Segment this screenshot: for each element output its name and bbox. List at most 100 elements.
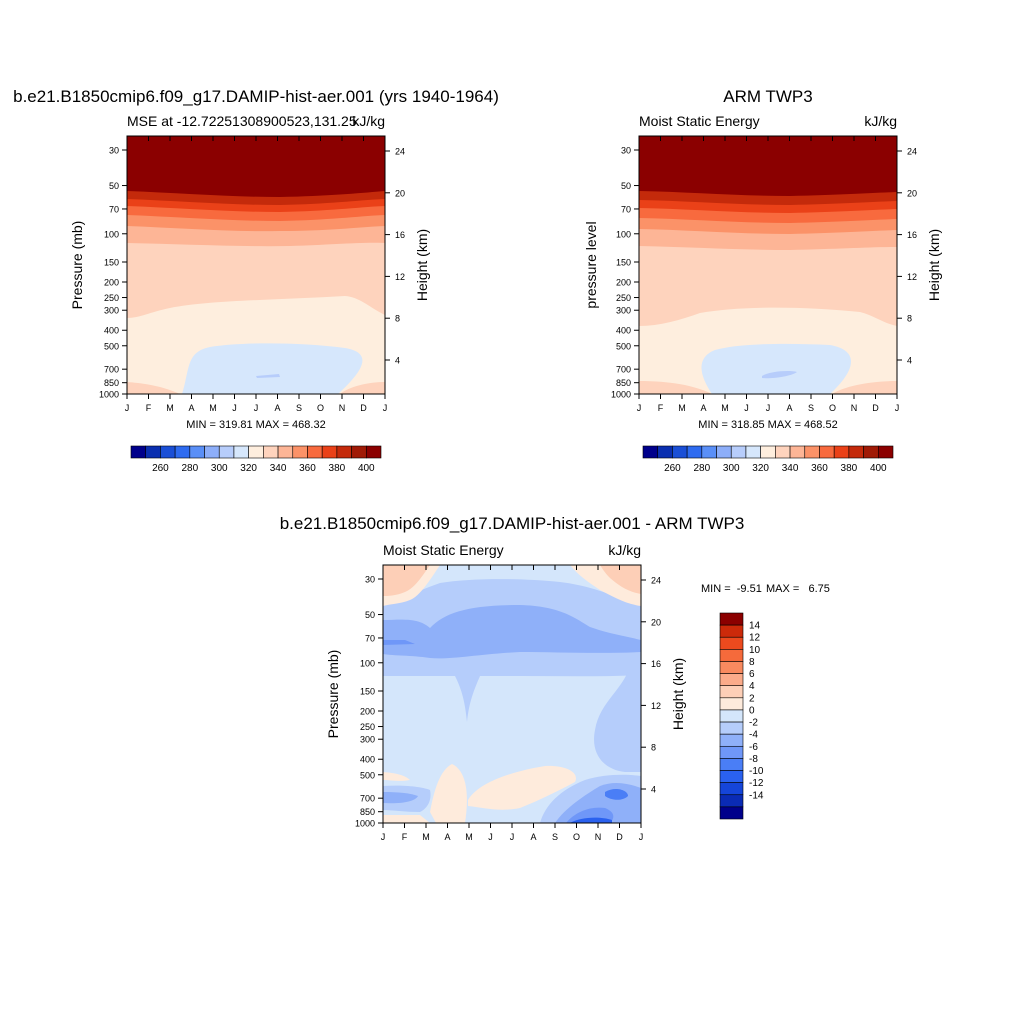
- colorbar-swatch: [307, 445, 323, 459]
- colorbar-swatch: [877, 445, 894, 459]
- panel-a-stats: MIN = 319.81 MAX = 468.32: [186, 419, 325, 431]
- panel-c-stats-min: MIN = -9.51: [701, 583, 762, 595]
- colorbar-swatch: [863, 445, 879, 459]
- height-tick-label: 16: [651, 659, 661, 669]
- month-tick-label: M: [422, 832, 430, 842]
- pressure-tick-label: 250: [360, 722, 375, 732]
- height-tick-label: 16: [395, 230, 405, 240]
- colorbar-swatch: [642, 445, 659, 459]
- panel-c-stats-max: MAX = 6.75: [766, 583, 830, 595]
- month-tick-label: A: [444, 832, 450, 842]
- panel-a-left-title: MSE at -12.72251308900523,131.25: [127, 113, 357, 129]
- colorbar-label: 380: [841, 463, 858, 474]
- colorbar-swatch: [804, 445, 820, 459]
- panel-c-contour-field: [383, 565, 641, 823]
- colorbar-swatch: [233, 445, 249, 459]
- colorbar-swatch: [719, 758, 744, 771]
- band-m2-to-m4-notch: [455, 676, 480, 722]
- panel-a-title: b.e21.B1850cmip6.f09_g17.DAMIP-hist-aer.…: [13, 87, 499, 106]
- band-m6-to-m8-upper: [383, 640, 415, 645]
- month-tick-label: A: [786, 403, 792, 413]
- height-tick-label: 12: [651, 701, 661, 711]
- colorbar-swatch: [719, 649, 744, 662]
- pressure-tick-label: 700: [104, 365, 119, 375]
- colorbar-swatch: [160, 445, 176, 459]
- pressure-tick-label: 100: [104, 229, 119, 239]
- colorbar-label: 12: [749, 633, 761, 644]
- month-tick-label: A: [188, 403, 194, 413]
- panel-a-pressure-axis: 30 50 70 100 150 200 250 300 400 500 700 850 1000: [99, 146, 127, 400]
- band-340-surface: [639, 381, 712, 394]
- panel-c-right-ylabel: Height (km): [670, 658, 686, 730]
- colorbar-label: -6: [749, 742, 758, 753]
- colorbar-swatch: [760, 445, 776, 459]
- height-tick-label: 24: [907, 147, 917, 157]
- month-tick-label: A: [274, 403, 280, 413]
- colorbar-swatch: [248, 445, 264, 459]
- colorbar-swatch: [686, 445, 703, 459]
- colorbar-swatch: [848, 445, 864, 459]
- panel-b-colorbar: 260 280 300 320 340 360 380 400: [642, 445, 894, 474]
- colorbar-swatch: [292, 445, 308, 459]
- colorbar-swatch: [365, 445, 382, 459]
- panel-c-pressure-axis: 30 50 70 100 150 200 250 300 400 500 700 850 1000: [355, 575, 383, 829]
- band-0-to-2-summer: [468, 765, 576, 810]
- band-0-to-2-april: [430, 764, 467, 823]
- month-tick-label: J: [744, 403, 749, 413]
- pressure-tick-label: 30: [621, 146, 631, 156]
- panel-b-ylabel: pressure level: [583, 221, 599, 308]
- height-tick-label: 8: [907, 314, 912, 324]
- colorbar-swatch: [775, 445, 791, 459]
- month-tick-label: N: [851, 403, 858, 413]
- band-340-surface-right: [340, 382, 385, 394]
- pressure-tick-label: 1000: [99, 390, 119, 400]
- month-tick-label: J: [125, 403, 130, 413]
- band-310-dry-core: [701, 343, 851, 394]
- month-tick-label: J: [232, 403, 237, 413]
- colorbar-swatch: [719, 697, 744, 711]
- height-tick-label: 4: [395, 356, 400, 366]
- month-tick-label: J: [637, 403, 642, 413]
- panel-b-stats: MIN = 318.85 MAX = 468.52: [698, 419, 837, 431]
- pressure-tick-label: 70: [365, 633, 375, 643]
- pressure-tick-label: 150: [104, 257, 119, 267]
- height-tick-label: 20: [651, 617, 661, 627]
- colorbar-label: 260: [664, 463, 681, 474]
- colorbar-swatch: [745, 445, 761, 459]
- pressure-tick-label: 500: [104, 341, 119, 351]
- colorbar-label: -8: [749, 754, 758, 765]
- height-tick-label: 24: [651, 576, 661, 586]
- panel-c-ylabel: Pressure (mb): [325, 650, 341, 739]
- month-tick-label: M: [721, 403, 729, 413]
- colorbar-swatch: [719, 636, 744, 650]
- colorbar-swatch: [321, 445, 338, 459]
- month-tick-label: A: [530, 832, 536, 842]
- pressure-tick-label: 300: [104, 306, 119, 316]
- month-tick-label: F: [402, 832, 408, 842]
- month-tick-label: A: [700, 403, 706, 413]
- colorbar-swatch: [730, 445, 747, 459]
- pressure-tick-label: 850: [360, 807, 375, 817]
- colorbar-swatch: [719, 782, 744, 796]
- band-310-streak: [762, 371, 797, 379]
- colorbar-label: -4: [749, 730, 758, 741]
- colorbar-label: 360: [299, 463, 316, 474]
- colorbar-swatch: [145, 445, 161, 459]
- colorbar-swatch: [719, 770, 744, 783]
- pressure-tick-label: 1000: [355, 819, 375, 829]
- colorbar-swatch: [174, 445, 191, 459]
- height-tick-label: 8: [651, 743, 656, 753]
- pressure-tick-label: 50: [621, 181, 631, 191]
- panel-b-right-title: kJ/kg: [864, 113, 897, 129]
- panel-b-height-axis: 4 8 12 16 20 24: [897, 147, 917, 366]
- colorbar-swatch: [719, 661, 744, 674]
- colorbar-swatch: [789, 445, 806, 459]
- month-tick-label: M: [465, 832, 473, 842]
- panel-a-colorbar: 260 280 300 320 340 360 380 400: [130, 445, 382, 474]
- panel-b-left-title: Moist Static Energy: [639, 113, 760, 129]
